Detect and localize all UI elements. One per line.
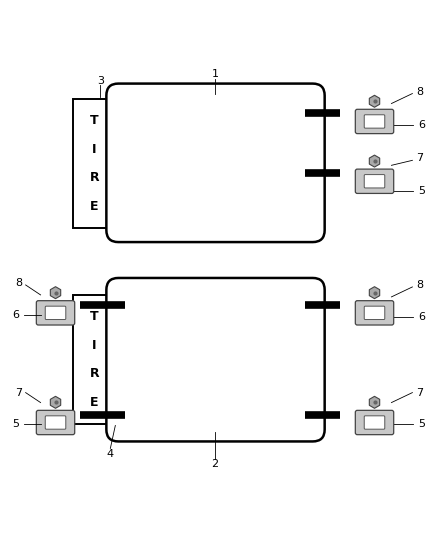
FancyBboxPatch shape (36, 410, 75, 435)
Text: I: I (92, 339, 97, 352)
FancyBboxPatch shape (364, 416, 385, 429)
Text: R: R (90, 367, 99, 381)
FancyBboxPatch shape (364, 115, 385, 128)
Text: 4: 4 (107, 449, 114, 459)
Text: E: E (90, 200, 99, 213)
Bar (74, 295, 115, 424)
FancyBboxPatch shape (355, 410, 394, 435)
FancyBboxPatch shape (364, 306, 385, 319)
Polygon shape (50, 287, 61, 298)
Polygon shape (369, 397, 380, 408)
Text: 1: 1 (212, 69, 219, 78)
Text: 8: 8 (15, 278, 22, 288)
FancyBboxPatch shape (355, 169, 394, 193)
Text: T: T (90, 114, 99, 127)
Polygon shape (369, 155, 380, 167)
FancyBboxPatch shape (45, 306, 66, 319)
Text: 6: 6 (12, 310, 19, 320)
Text: I: I (92, 142, 97, 156)
FancyBboxPatch shape (106, 278, 325, 441)
Bar (74, 99, 115, 228)
Text: 6: 6 (418, 312, 425, 322)
Text: 8: 8 (416, 86, 423, 96)
Text: 3: 3 (97, 76, 104, 86)
Text: R: R (90, 171, 99, 184)
FancyBboxPatch shape (355, 109, 394, 134)
Text: 5: 5 (12, 419, 19, 430)
FancyBboxPatch shape (106, 84, 325, 242)
Text: 2: 2 (212, 459, 219, 470)
Text: 7: 7 (416, 154, 423, 163)
Polygon shape (369, 95, 380, 107)
FancyBboxPatch shape (36, 301, 75, 325)
Polygon shape (369, 287, 380, 298)
FancyBboxPatch shape (355, 301, 394, 325)
Text: 7: 7 (15, 387, 22, 398)
FancyBboxPatch shape (364, 175, 385, 188)
Text: 5: 5 (418, 419, 425, 430)
Text: 7: 7 (416, 387, 423, 398)
Polygon shape (50, 397, 61, 408)
Text: 5: 5 (418, 186, 425, 196)
Text: T: T (90, 310, 99, 324)
Text: 6: 6 (418, 120, 425, 131)
Text: 8: 8 (416, 280, 423, 290)
Text: E: E (90, 396, 99, 409)
FancyBboxPatch shape (45, 416, 66, 429)
